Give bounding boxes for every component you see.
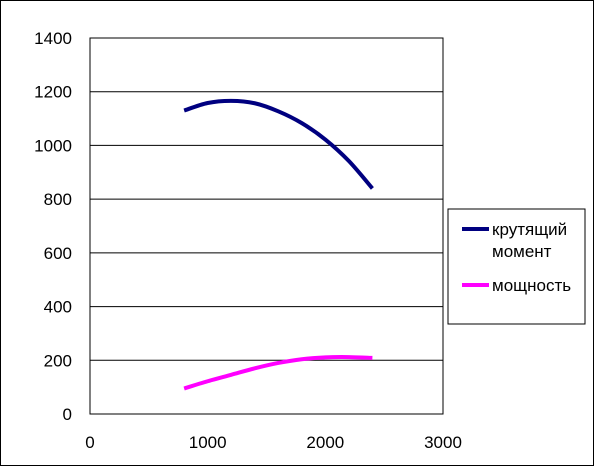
legend-label-torque-line2: момент	[492, 242, 552, 261]
x-tick-label: 2000	[306, 433, 344, 452]
legend-label-power: мощность	[492, 276, 571, 295]
y-tick-label: 1400	[34, 29, 72, 48]
y-tick-label: 400	[44, 298, 72, 317]
y-tick-label: 0	[63, 405, 72, 424]
x-axis-ticks: 0 1000 2000 3000	[85, 433, 462, 452]
legend-label-torque-line1: крутящий	[492, 220, 567, 239]
x-tick-label: 3000	[424, 433, 462, 452]
x-tick-label: 1000	[189, 433, 227, 452]
y-tick-label: 800	[44, 190, 72, 209]
y-axis-ticks: 0 200 400 600 800 1000 1200 1400	[34, 29, 72, 424]
y-tick-label: 1000	[34, 136, 72, 155]
plot-area	[90, 38, 443, 414]
y-tick-label: 600	[44, 244, 72, 263]
y-tick-label: 200	[44, 351, 72, 370]
y-tick-label: 1200	[34, 83, 72, 102]
x-tick-label: 0	[85, 433, 94, 452]
legend: крутящий момент мощность	[448, 209, 585, 324]
